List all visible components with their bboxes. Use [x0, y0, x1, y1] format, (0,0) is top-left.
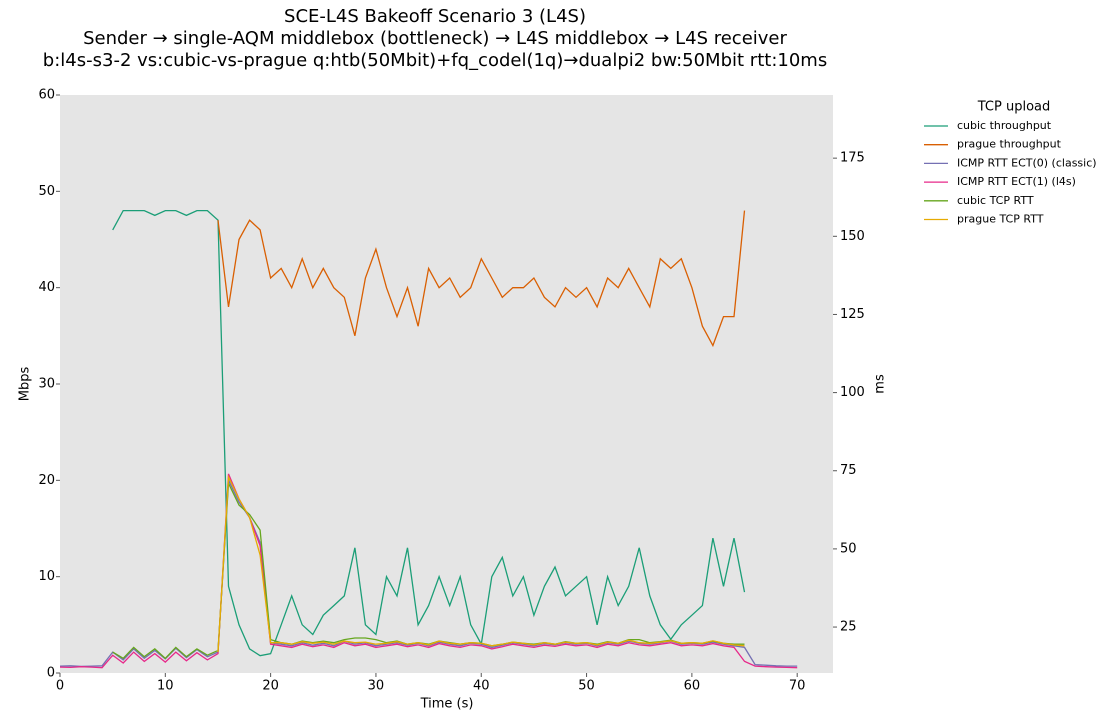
y-tick-label: 40 [38, 280, 55, 295]
legend: cubic throughput prague throughput ICMP RT… [924, 119, 1097, 226]
y-tick-label: 50 [38, 184, 55, 199]
x-tick-label: 30 [368, 679, 385, 694]
y2-tick-label: 75 [840, 463, 857, 478]
series-line [217, 474, 745, 653]
legend-label: prague TCP RTT [957, 213, 1044, 226]
legend-label: cubic throughput [957, 119, 1052, 132]
y-tick-label: 10 [38, 569, 55, 584]
y-tick-label: 20 [38, 473, 55, 488]
x-axis-label: Time (s) [420, 697, 474, 712]
y2-tick-label: 25 [840, 620, 857, 635]
x-tick-label: 50 [578, 679, 595, 694]
y-tick-label: 0 [47, 666, 55, 681]
y-tick-label: 60 [38, 88, 55, 103]
y2-tick-label: 50 [840, 541, 857, 556]
legend-label: ICMP RTT ECT(0) (classic) [957, 156, 1097, 169]
chart-title: b:l4s-s3-2 vs:cubic-vs-prague q:htb(50Mb… [43, 50, 827, 71]
legend-label: prague throughput [957, 138, 1062, 151]
plot-area [60, 95, 833, 673]
x-tick-label: 40 [473, 679, 490, 694]
series-line [217, 210, 746, 348]
x-tick-label: 0 [56, 679, 64, 694]
y-axis-label: Mbps [18, 367, 33, 402]
x-tick-label: 20 [262, 679, 279, 694]
y2-tick-label: 125 [840, 307, 865, 322]
legend-label: ICMP RTT ECT(1) (l4s) [957, 175, 1076, 188]
y-tick-label: 30 [38, 377, 55, 392]
legend-label: cubic TCP RTT [957, 194, 1034, 207]
chart-title: SCE-L4S Bakeoff Scenario 3 (L4S) [284, 6, 586, 27]
x-tick-label: 70 [789, 679, 806, 694]
y2-tick-label: 100 [840, 385, 865, 400]
x-tick-label: 60 [684, 679, 701, 694]
y2-tick-label: 175 [840, 151, 865, 166]
legend-title: TCP upload [977, 100, 1051, 115]
chart-title: Sender → single-AQM middlebox (bottlenec… [83, 28, 787, 49]
y2-axis-label: ms [873, 374, 888, 394]
series-line [59, 473, 798, 669]
x-tick-label: 10 [157, 679, 174, 694]
y2-tick-label: 150 [840, 229, 865, 244]
